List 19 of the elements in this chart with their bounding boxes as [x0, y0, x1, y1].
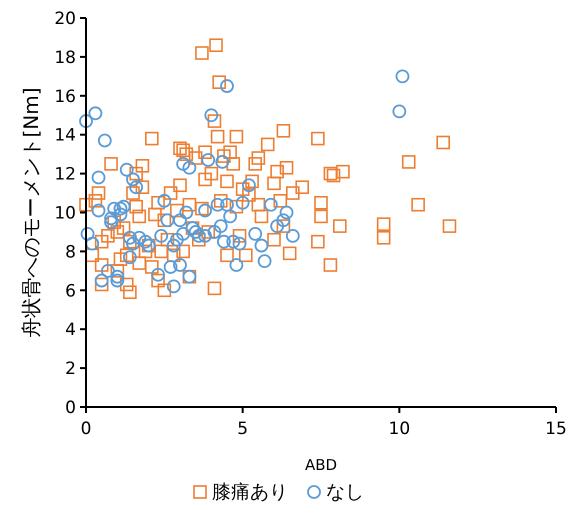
x-tick-label: 15 [545, 419, 567, 439]
y-tick-label: 4 [65, 320, 76, 340]
legend-label: 膝痛あり [212, 481, 288, 503]
x-axis-title: ABD [304, 456, 338, 474]
y-tick-label: 20 [54, 9, 76, 29]
y-tick-label: 8 [65, 242, 76, 262]
legend-label: なし [326, 481, 364, 503]
y-tick-label: 2 [65, 359, 76, 380]
y-tick-label: 18 [54, 48, 76, 68]
y-tick-label: 14 [54, 126, 76, 146]
y-tick-label: 6 [65, 281, 76, 302]
x-tick-label: 10 [388, 419, 410, 439]
y-tick-label: 12 [54, 164, 76, 185]
y-tick-label: 16 [54, 86, 76, 107]
x-tick-label: 5 [237, 419, 248, 439]
y-axis-title: 舟状骨へのモーメント[Nm] [19, 87, 43, 338]
x-tick-label: 0 [80, 419, 92, 439]
y-tick-label: 0 [65, 398, 76, 418]
y-tick-label: 10 [54, 204, 76, 224]
